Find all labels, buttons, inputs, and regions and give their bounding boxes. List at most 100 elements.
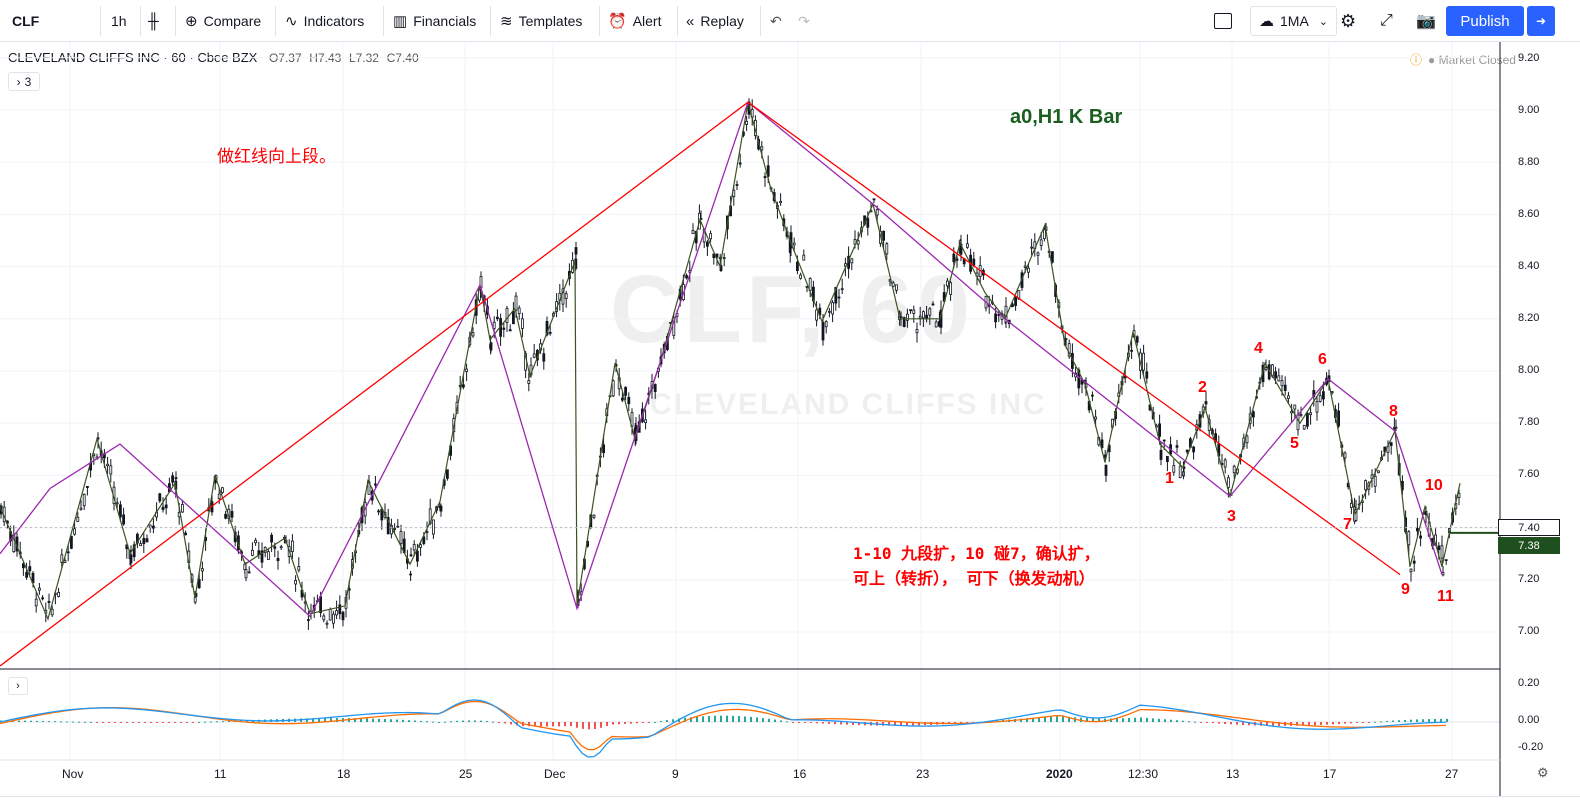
hide-panel-button[interactable]: ➜ <box>1527 6 1555 36</box>
candle-body <box>1064 338 1068 340</box>
red-line-note: 做红线向上段。 <box>217 147 336 166</box>
price-label: 8.20 <box>1518 312 1540 324</box>
redo-button[interactable]: ↷ <box>798 0 810 42</box>
candle-body <box>412 544 416 551</box>
candle-body <box>57 591 60 597</box>
alert-button[interactable]: ⏰ Alert <box>608 0 661 42</box>
candle-body <box>47 600 51 603</box>
replay-button[interactable]: « Replay <box>686 0 744 42</box>
macd-histogram-bar <box>384 719 386 722</box>
candle-body <box>760 146 764 151</box>
undo-button[interactable]: ↶ <box>770 0 782 42</box>
macd-histogram-bar <box>672 719 674 722</box>
candle-body <box>542 353 546 362</box>
macd-histogram-bar <box>570 722 572 727</box>
macd-histogram-bar <box>228 720 230 722</box>
layout-button[interactable]: ☁ 1MA ⌄ <box>1250 6 1338 36</box>
candle-body <box>872 198 876 201</box>
candle-body <box>461 384 465 388</box>
candle-body <box>273 546 277 549</box>
macd-histogram-bar <box>1272 722 1274 726</box>
macd-histogram-bar <box>462 720 464 722</box>
macd-histogram-bar <box>30 720 32 722</box>
candle-body <box>1100 439 1104 449</box>
candle-body <box>840 288 844 291</box>
divider <box>383 6 384 36</box>
macd-histogram-bar <box>708 715 710 722</box>
replay-icon: « <box>686 12 695 30</box>
candle-body <box>142 538 146 545</box>
financials-button[interactable]: ▥ Financials <box>393 0 476 42</box>
candle-body <box>915 329 919 334</box>
macd-histogram-bar <box>480 720 482 722</box>
symbol-search[interactable]: CLF <box>12 0 39 42</box>
candle-body <box>517 307 521 315</box>
macd-histogram-bar <box>84 721 86 723</box>
macd-histogram-bar <box>816 722 818 724</box>
candle-body <box>422 536 426 544</box>
camera-icon: 📷 <box>1416 13 1436 30</box>
candle-body <box>745 120 748 125</box>
candle-body <box>495 316 499 320</box>
macd-histogram-bar <box>552 722 554 727</box>
macd-histogram-bar <box>1362 722 1364 723</box>
macd-histogram-bar <box>498 722 500 723</box>
fullscreen-box-button[interactable] <box>1214 0 1232 42</box>
candle-body <box>297 566 301 571</box>
candle-body <box>906 313 909 321</box>
macd-histogram-bar <box>1296 722 1298 726</box>
candle-body <box>335 610 339 616</box>
candle-body <box>1051 251 1054 263</box>
macd-histogram-bar <box>1446 718 1448 722</box>
interval-button[interactable]: 1h <box>111 0 127 42</box>
macd-histogram-bar <box>1056 716 1058 722</box>
macd-histogram-bar <box>906 722 908 726</box>
bar-type-title: a0,H1 K Bar <box>1010 106 1123 128</box>
indicators-icon: ∿ <box>285 13 298 30</box>
candle-body <box>1373 475 1377 487</box>
macd-histogram-bar <box>456 720 458 722</box>
chart-canvas[interactable] <box>0 42 1580 796</box>
settings-button[interactable]: ⚙ <box>1340 0 1356 42</box>
macd-histogram-bar <box>846 722 848 725</box>
macd-histogram-bar <box>1044 717 1046 722</box>
candle-body <box>386 517 390 535</box>
macd-histogram-bar <box>432 721 434 723</box>
macd-histogram-bar <box>1266 722 1268 726</box>
macd-histogram-bar <box>1338 722 1340 725</box>
settings-icon[interactable]: ⚙ <box>1537 765 1549 780</box>
snapshot-button[interactable]: 📷 <box>1416 0 1436 42</box>
candle-body <box>902 317 906 327</box>
compare-button[interactable]: ⊕ Compare <box>185 0 261 42</box>
macd-histogram-bar <box>1092 718 1094 722</box>
macd-histogram-bar <box>60 721 62 723</box>
candle-body <box>1252 411 1255 418</box>
publish-button[interactable]: Publish <box>1446 6 1524 36</box>
templates-button[interactable]: ≋ Templates <box>500 0 582 42</box>
macd-legend-toggle[interactable]: › <box>8 677 28 695</box>
macd-histogram-bar <box>36 720 38 722</box>
red-trend-line <box>0 101 1401 667</box>
time-label: 9 <box>672 767 679 781</box>
candle-body <box>270 534 274 543</box>
candle-body <box>425 531 429 534</box>
expand-button[interactable]: ⤢ <box>1380 0 1393 42</box>
macd-histogram-bar <box>210 721 212 723</box>
candle-body <box>247 571 251 574</box>
candle-body <box>1296 414 1300 431</box>
wave-number-7: 7 <box>1343 516 1352 533</box>
indicators-toggle[interactable]: › 3 <box>8 72 40 91</box>
candle-body <box>70 535 73 549</box>
indicators-button[interactable]: ∿ Indicators <box>285 0 364 42</box>
macd-histogram-bar <box>138 722 140 723</box>
candle-body <box>428 508 432 524</box>
candle-body <box>1440 545 1444 559</box>
macd-histogram-bar <box>408 720 410 722</box>
chart-type-button[interactable]: ╫ <box>148 0 165 42</box>
candle-body <box>925 314 928 319</box>
macd-histogram-bar <box>1224 722 1226 724</box>
macd-histogram-bar <box>1158 718 1160 722</box>
candle-body <box>691 230 695 235</box>
candle-body <box>1077 369 1081 389</box>
candle-body <box>994 313 997 323</box>
